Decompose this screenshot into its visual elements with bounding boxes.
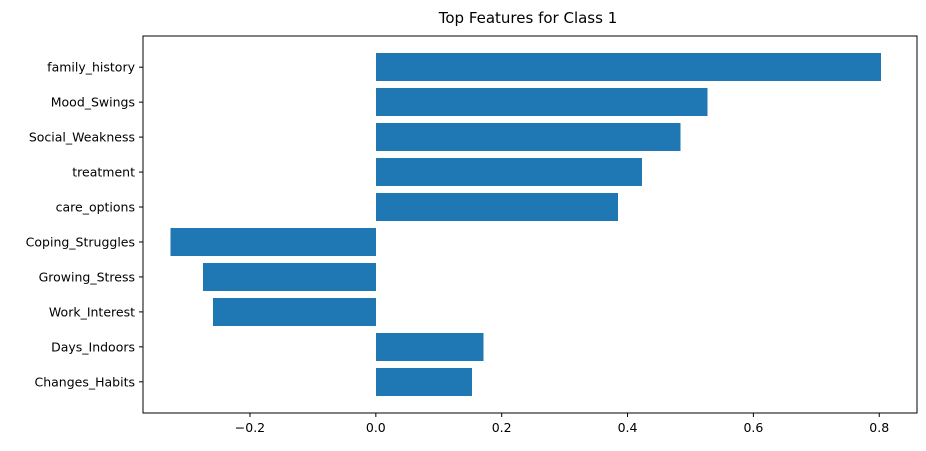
y-tick-label-changes-habits: Changes_Habits xyxy=(34,374,135,389)
bar-work-interest xyxy=(212,297,376,326)
y-axis: family_history Mood_Swings Social_Weakness… xyxy=(26,60,143,389)
bar-social-weakness xyxy=(375,123,681,152)
y-tick-label-growing-stress: Growing_Stress xyxy=(39,269,135,284)
y-tick-label-coping-struggles: Coping_Struggles xyxy=(26,234,135,249)
bar-treatment xyxy=(375,158,643,187)
y-tick-label-days-indoors: Days_Indoors xyxy=(51,339,135,354)
y-tick-label-social-weakness: Social_Weakness xyxy=(29,130,135,145)
bars-group xyxy=(170,53,882,396)
x-tick-label: 0.6 xyxy=(743,420,763,435)
y-tick-label-mood-swings: Mood_Swings xyxy=(51,95,135,110)
bar-changes-habits xyxy=(375,367,473,396)
x-axis: −0.2 0.0 0.2 0.4 0.6 0.8 xyxy=(235,413,889,435)
bar-growing-stress xyxy=(202,262,376,291)
y-tick-label-care-options: care_options xyxy=(56,200,135,215)
x-tick-label: 0.4 xyxy=(618,420,638,435)
x-tick-label: 0.8 xyxy=(869,420,889,435)
bar-coping-struggles xyxy=(170,227,376,256)
plot-frame xyxy=(142,35,918,414)
bar-days-indoors xyxy=(375,332,484,361)
y-tick-label-family-history: family_history xyxy=(47,60,135,75)
bar-family-history xyxy=(375,53,882,82)
chart-title: Top Features for Class 1 xyxy=(438,9,618,27)
y-tick-label-treatment: treatment xyxy=(72,165,135,180)
bar-care-options xyxy=(375,193,619,222)
x-tick-label: 0.2 xyxy=(492,420,512,435)
y-tick-label-work-interest: Work_Interest xyxy=(49,304,135,319)
x-tick-label: 0.0 xyxy=(366,420,386,435)
x-tick-label: −0.2 xyxy=(235,420,265,435)
bar-mood-swings xyxy=(375,88,708,117)
